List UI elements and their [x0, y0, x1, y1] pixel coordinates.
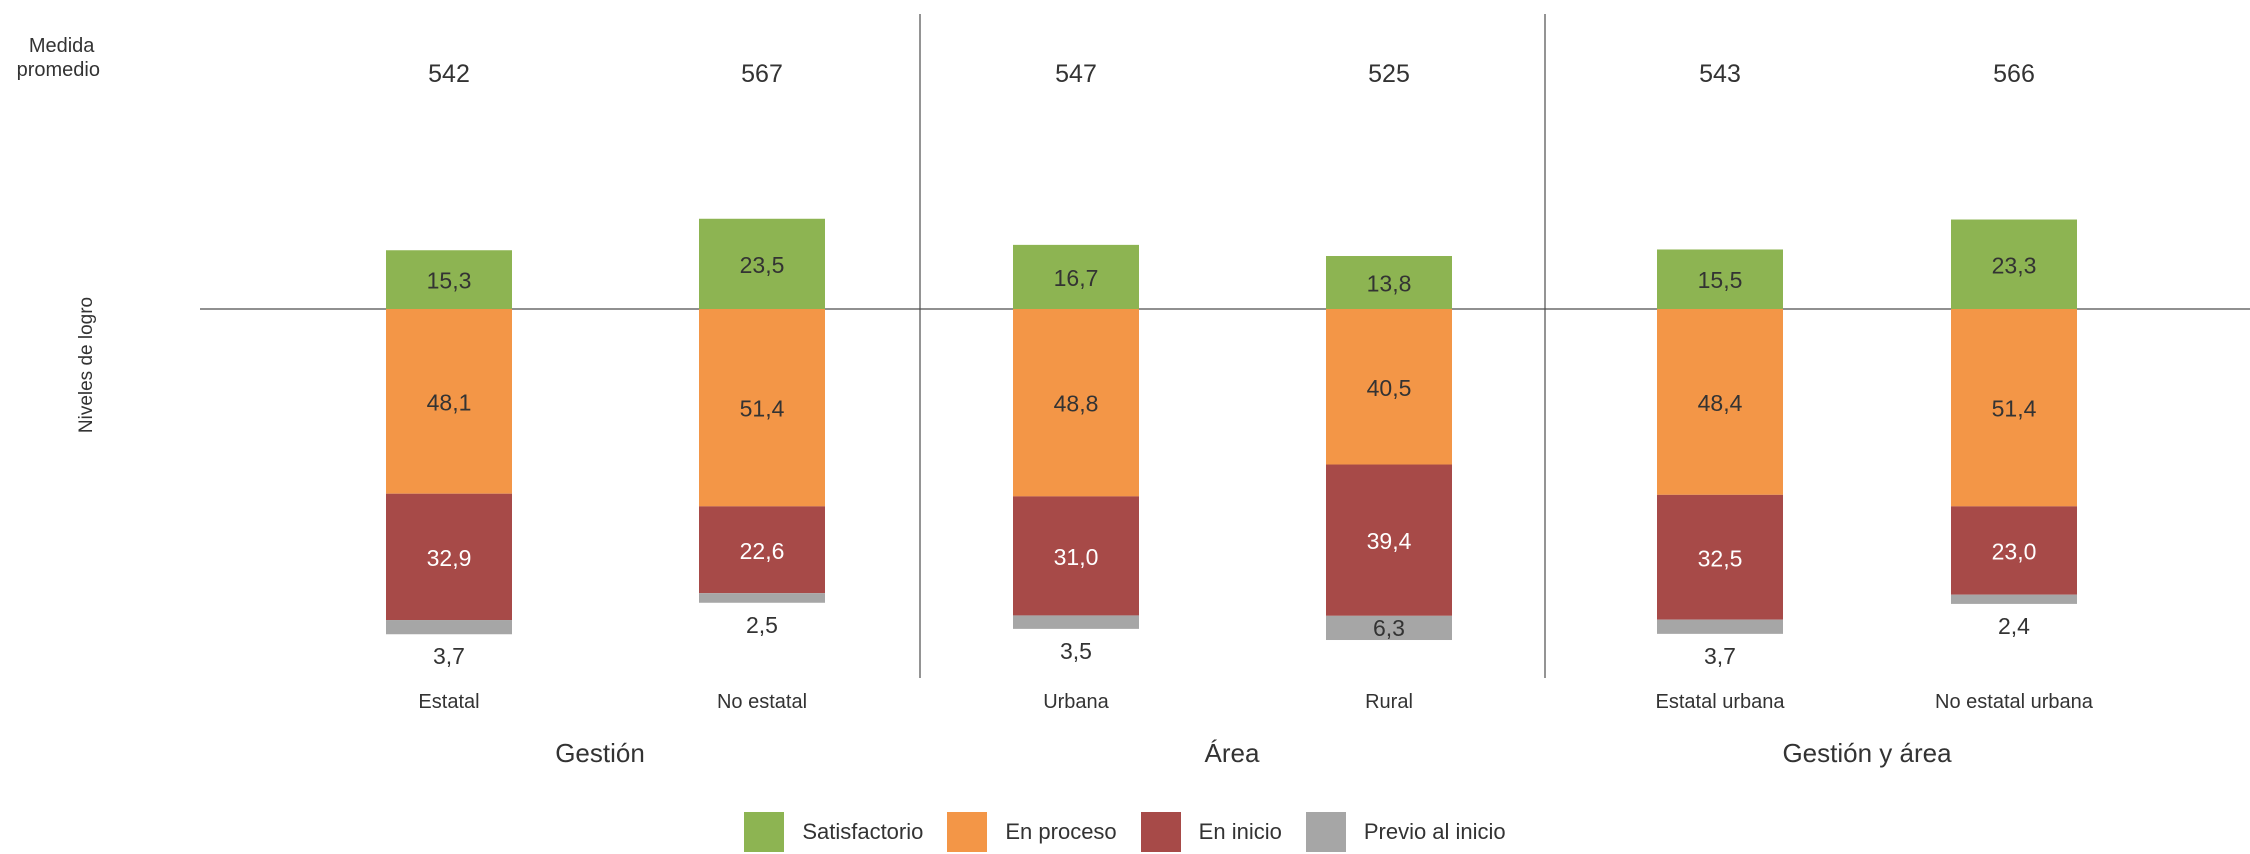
data-label-en-inicio: 32,5: [1698, 545, 1743, 571]
medida-promedio-value: 542: [428, 60, 470, 88]
stacked-bars: 15,3 48,1 32,9 3,7 23,5 51,4 22,6 2,5 16,7 48,8 31…: [386, 218, 2077, 669]
data-label-en-inicio: 23,0: [1992, 539, 2037, 565]
medida-promedio-value: 525: [1368, 60, 1410, 88]
legend-swatch: [1305, 812, 1346, 852]
bar-segment-previo-al-inicio: [386, 620, 512, 635]
legend: Satisfactorio En proceso En inicio Previo a…: [0, 812, 2250, 852]
legend-label: En inicio: [1198, 819, 1282, 844]
data-label-satisfactorio: 15,5: [1698, 267, 1743, 293]
row-labels: Medida promedio Niveles de logro: [17, 35, 100, 433]
medida-promedio-value: 566: [1993, 60, 2035, 88]
medida-promedio-label-line1: Medida: [29, 35, 95, 57]
group-label: Gestión: [555, 738, 645, 768]
legend-swatch: [1140, 812, 1181, 852]
bar-segment-en-proceso: [1951, 309, 2077, 507]
data-label-en-proceso: 48,1: [427, 389, 472, 415]
bar-segment-en-proceso: [1326, 309, 1452, 465]
stacked-bar-2: 16,7 48,8 31,0 3,5: [1013, 244, 1139, 664]
data-label-previo-al-inicio: 6,3: [1373, 615, 1405, 641]
stacked-bar-1: 23,5 51,4 22,6 2,5: [699, 218, 825, 638]
bar-segment-satisfactorio: [1657, 249, 1783, 309]
bar-segment-satisfactorio: [1013, 244, 1139, 309]
data-label-en-proceso: 40,5: [1367, 375, 1412, 401]
bar-segment-previo-al-inicio: [1657, 619, 1783, 634]
category-labels: Estatal No estatal Urbana Rural Estatal urba…: [418, 691, 2093, 713]
bar-segment-satisfactorio: [386, 250, 512, 309]
data-label-previo-al-inicio: 2,4: [1998, 613, 2030, 639]
bar-segment-en-proceso: [1013, 309, 1139, 497]
category-label: Rural: [1365, 691, 1413, 713]
data-label-en-inicio: 32,9: [427, 545, 472, 571]
medida-promedio-label-line2: promedio: [17, 59, 100, 81]
legend-label: Previo al inicio: [1363, 819, 1506, 844]
data-label-previo-al-inicio: 3,7: [433, 643, 465, 669]
medida-promedio-value: 543: [1699, 60, 1741, 88]
data-label-en-inicio: 22,6: [740, 538, 785, 564]
category-label: Estatal urbana: [1656, 691, 1786, 713]
stacked-bar-5: 23,3 51,4 23,0 2,4: [1951, 219, 2077, 639]
data-label-previo-al-inicio: 3,5: [1060, 638, 1092, 664]
category-label: No estatal: [717, 691, 807, 713]
legend-item: En inicio: [1140, 812, 1282, 852]
bar-segment-en-proceso: [699, 309, 825, 507]
group-labels: Gestión Área Gestión y área: [555, 738, 1952, 768]
bar-segment-en-proceso: [386, 309, 512, 494]
legend-item: Satisfactorio: [744, 812, 923, 852]
data-label-en-proceso: 51,4: [1992, 396, 2037, 422]
bar-segment-previo-al-inicio: [699, 593, 825, 603]
legend-swatch: [947, 812, 988, 852]
stacked-bar-4: 15,5 48,4 32,5 3,7: [1657, 249, 1783, 669]
data-label-satisfactorio: 23,3: [1992, 252, 2037, 278]
bar-segment-en-proceso: [1657, 309, 1783, 495]
group-label: Área: [1205, 738, 1260, 768]
data-label-satisfactorio: 23,5: [740, 252, 785, 278]
bar-segment-previo-al-inicio: [1951, 594, 2077, 604]
medida-promedio-values: 542 567 547 525 543 566: [428, 60, 2035, 88]
bar-segment-satisfactorio: [1326, 256, 1452, 309]
data-label-en-inicio: 31,0: [1054, 544, 1099, 570]
data-label-satisfactorio: 13,8: [1367, 271, 1412, 297]
bar-segment-satisfactorio: [1951, 219, 2077, 309]
stacked-bar-0: 15,3 48,1 32,9 3,7: [386, 250, 512, 669]
bar-segment-en-inicio: [386, 493, 512, 621]
medida-promedio-value: 567: [741, 60, 783, 88]
grid-lines: [200, 14, 2250, 678]
data-label-en-proceso: 48,4: [1698, 390, 1743, 416]
bar-segment-en-inicio: [1326, 464, 1452, 616]
legend-label: En proceso: [1005, 819, 1117, 844]
bar-segment-satisfactorio: [699, 218, 825, 309]
data-label-en-proceso: 48,8: [1054, 391, 1099, 417]
bar-segment-en-inicio: [699, 506, 825, 594]
legend-label: Satisfactorio: [802, 819, 924, 844]
legend-item: Previo al inicio: [1305, 812, 1506, 852]
legend-item: En proceso: [947, 812, 1117, 852]
data-label-satisfactorio: 16,7: [1054, 265, 1099, 291]
bar-segment-en-inicio: [1013, 496, 1139, 616]
bar-segment-previo-al-inicio: [1326, 615, 1452, 641]
medida-promedio-value: 547: [1055, 60, 1097, 88]
category-label: No estatal urbana: [1935, 691, 2094, 713]
data-label-previo-al-inicio: 2,5: [746, 612, 778, 638]
data-label-previo-al-inicio: 3,7: [1704, 643, 1736, 669]
data-label-satisfactorio: 15,3: [427, 268, 472, 294]
bar-segment-en-inicio: [1951, 506, 2077, 595]
bar-segment-en-inicio: [1657, 494, 1783, 620]
stacked-bar-3: 13,8 40,5 39,4 6,3: [1326, 256, 1452, 641]
category-label: Urbana: [1043, 691, 1109, 713]
data-label-en-inicio: 39,4: [1367, 528, 1412, 554]
data-label-en-proceso: 51,4: [740, 396, 785, 422]
category-label: Estatal: [418, 691, 479, 713]
legend-swatch: [744, 812, 785, 852]
medida-promedio-label: Medida promedio: [17, 35, 100, 81]
group-label: Gestión y área: [1782, 738, 1952, 768]
niveles-de-logro-label: Niveles de logro: [76, 297, 97, 433]
bar-segment-previo-al-inicio: [1013, 615, 1139, 629]
